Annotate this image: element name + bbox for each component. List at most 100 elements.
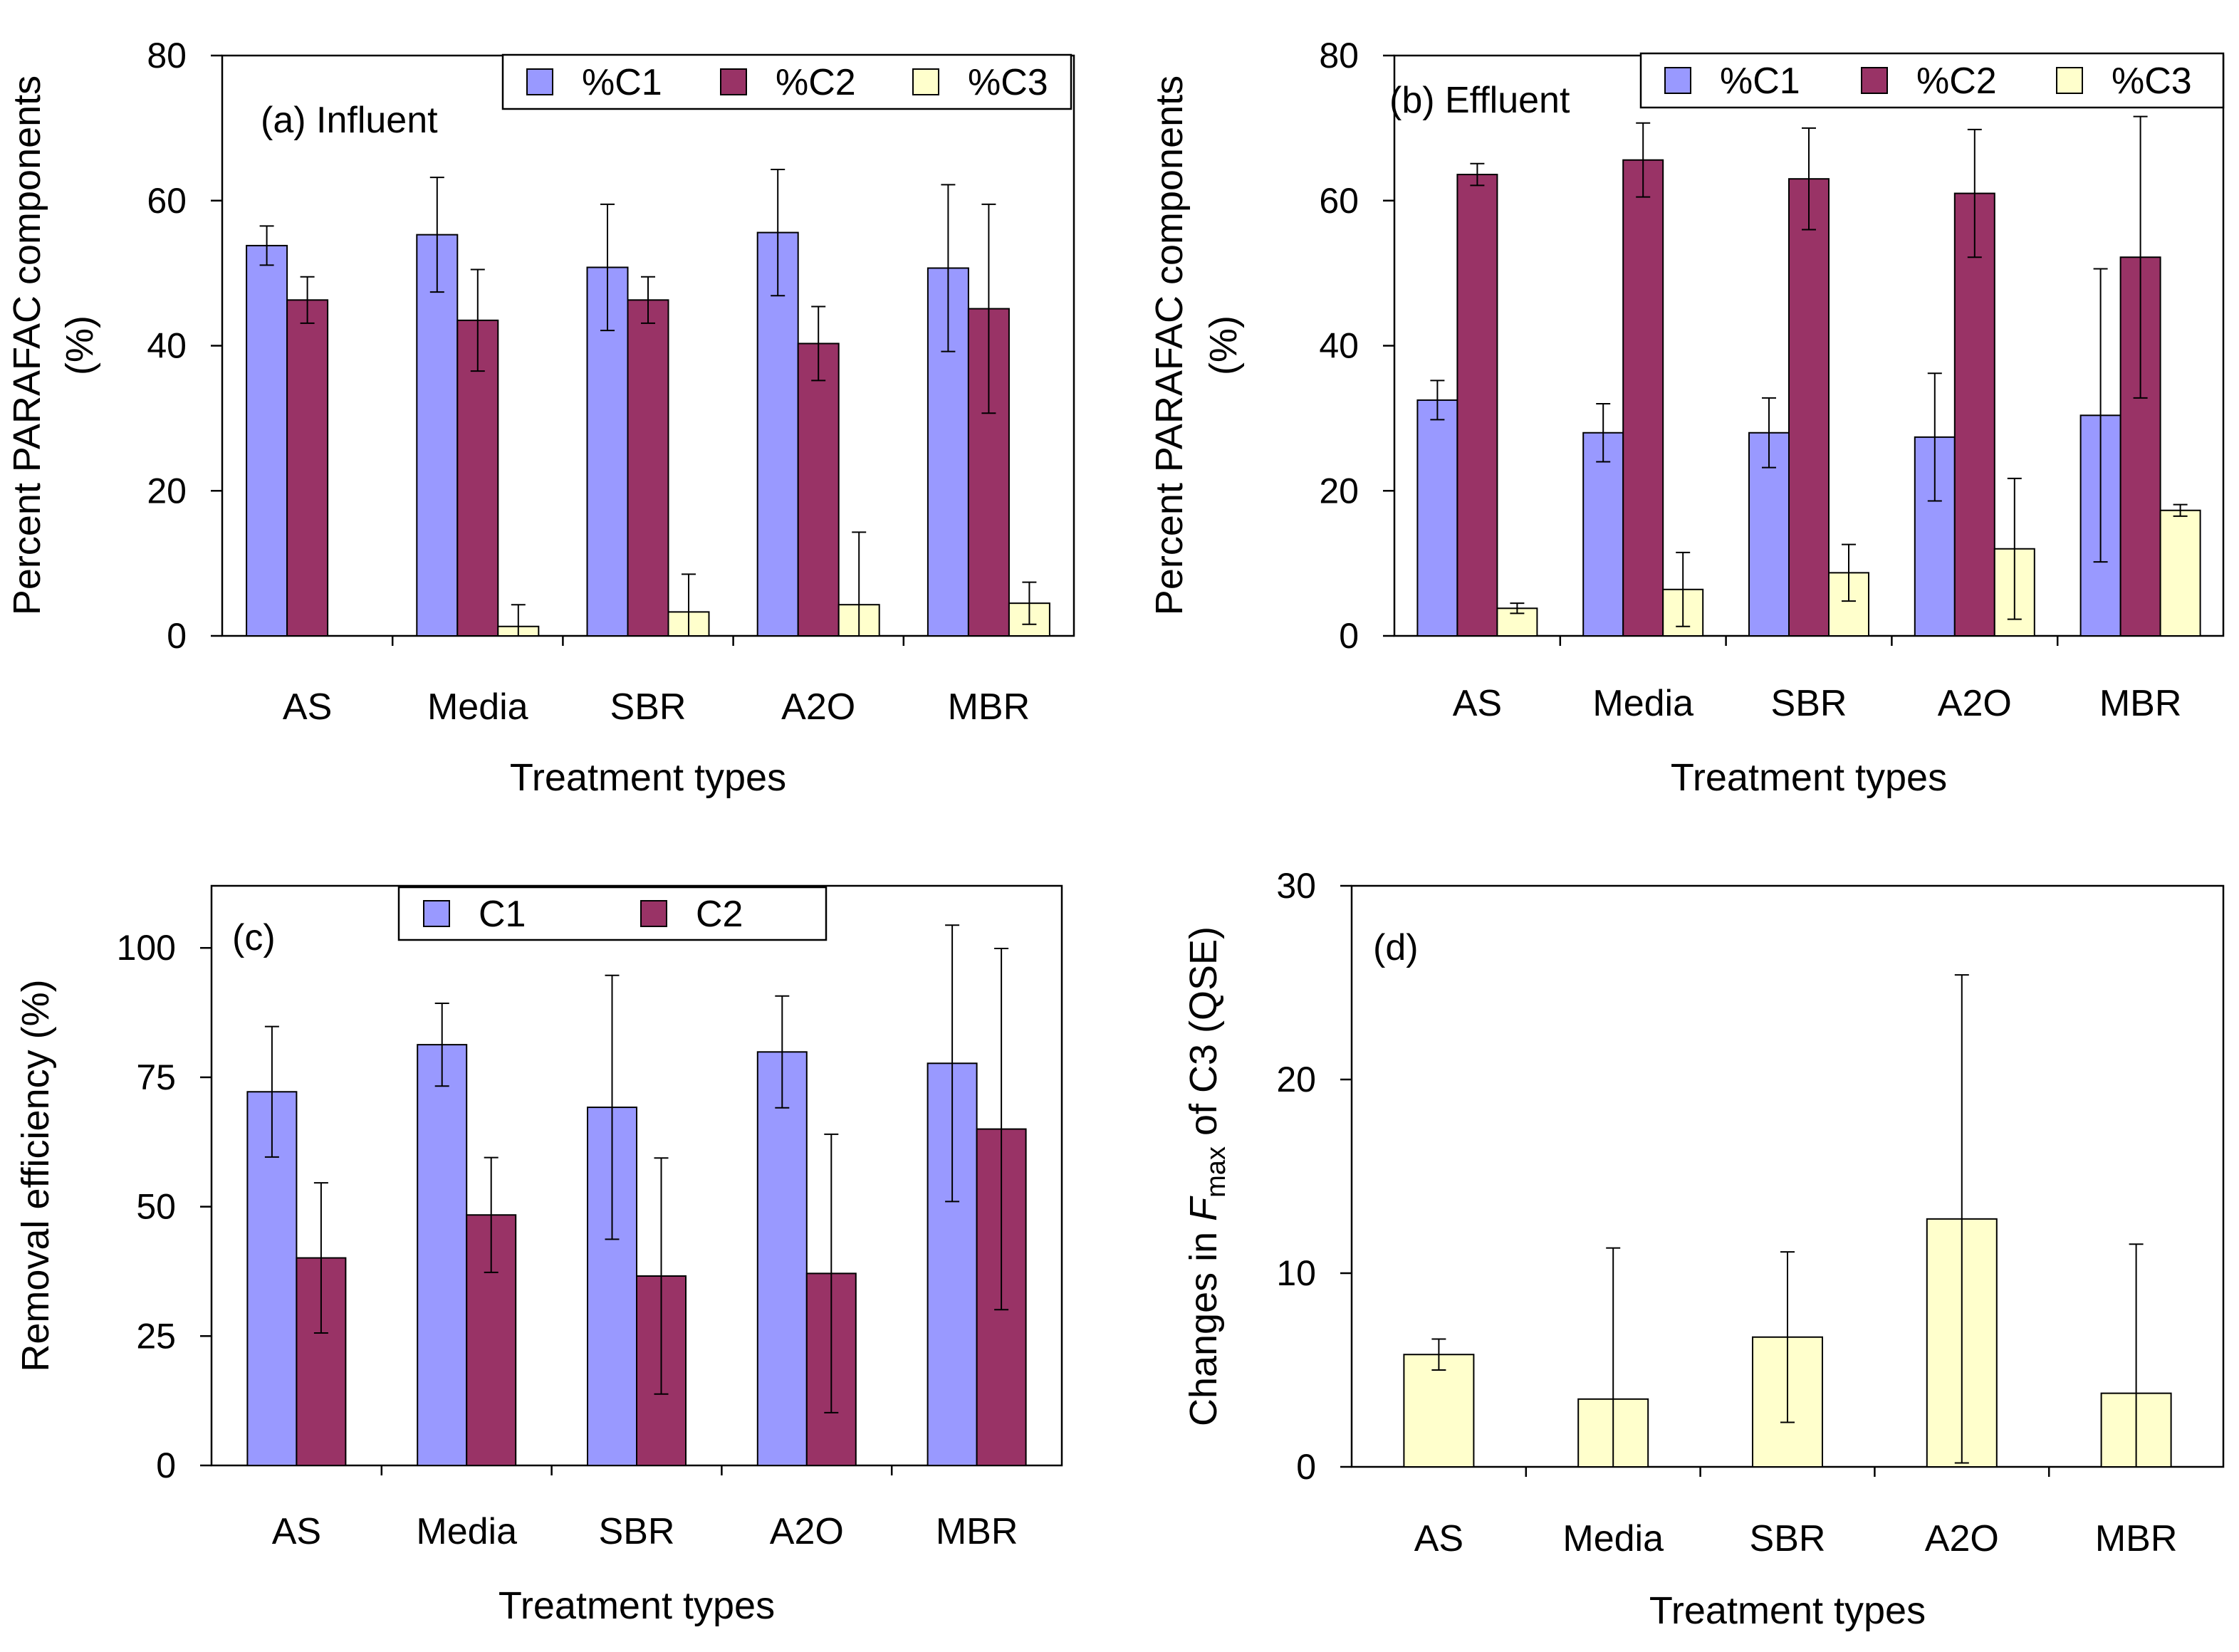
bar-pct-c3: [2159, 509, 2201, 637]
legend-label: C2: [696, 894, 743, 935]
x-axis-label: Treatment types: [1649, 1589, 1926, 1632]
x-axis-label: Treatment types: [510, 756, 786, 799]
y-axis-label: Removal efficiency (%): [14, 979, 57, 1371]
bar-pct-c2: [627, 299, 669, 637]
y-axis-label: Changes in Fmax of C3 (QSE): [1182, 926, 1231, 1426]
y-axis-label: Percent PARAFAC components: [6, 75, 48, 615]
legend-label: %C2: [1916, 61, 1997, 102]
legend: C1 C2: [397, 886, 828, 941]
bar-pct-c2: [1788, 178, 1830, 637]
x-category-label: A2O: [781, 686, 855, 728]
x-category-label: SBR: [599, 1511, 675, 1552]
chart-panel-c: 0 25 50 75 100 AS Media SBR A2O MBR (c) C1 C2 Treatme…: [14, 884, 1063, 1627]
y-tick-label: 40: [147, 326, 187, 366]
y-axis-label-prefix: Changes in: [1182, 1221, 1225, 1426]
legend-swatch: [1664, 67, 1691, 94]
bar-pct-c1: [416, 234, 459, 637]
y-axis-label: (%): [58, 315, 101, 375]
legend-label: %C3: [2112, 61, 2192, 102]
x-category-label: A2O: [1938, 683, 2012, 724]
legend-swatch: [423, 900, 450, 927]
x-category-label: AS: [1414, 1518, 1463, 1559]
bar-pct-c1: [246, 244, 288, 637]
panel-label: (a) Influent: [261, 100, 438, 141]
bar-pct-c2: [286, 299, 329, 637]
legend-label: %C1: [582, 62, 662, 103]
bar-pct-c2: [456, 319, 499, 637]
chart-panel-d: 0 10 20 30 AS Media SBR A2O MBR (d) Treatment type…: [1182, 866, 2225, 1632]
x-category-label: AS: [1453, 683, 1502, 724]
y-tick-label: 0: [156, 1446, 176, 1485]
legend-label: C1: [479, 894, 526, 935]
legend-label: %C1: [1720, 61, 1800, 102]
bar-c1: [756, 1051, 808, 1466]
y-axis-label-suffix: of C3 (QSE): [1182, 926, 1225, 1146]
y-tick-label: 10: [1276, 1253, 1316, 1293]
x-category-label: SBR: [610, 686, 687, 728]
legend-box: [397, 886, 828, 941]
y-tick-label: 20: [1319, 471, 1359, 511]
x-category-label: AS: [283, 686, 332, 728]
y-axis-label: Percent PARAFAC components: [1148, 75, 1191, 615]
y-tick-label: 75: [136, 1057, 176, 1097]
legend-swatch: [912, 68, 939, 95]
bar-c3: [1403, 1354, 1475, 1468]
bar-pct-c2: [1953, 192, 1995, 637]
y-axis-label: (%): [1202, 315, 1245, 375]
x-category-label: Media: [1562, 1518, 1664, 1559]
y-tick-label: 60: [1319, 181, 1359, 221]
bar-pct-c2: [1622, 159, 1664, 637]
y-tick-label: 80: [147, 36, 187, 75]
legend-swatch: [640, 900, 667, 927]
legend-label: %C2: [776, 62, 856, 103]
y-tick-label: 80: [1319, 36, 1359, 75]
x-category-label: MBR: [936, 1511, 1018, 1552]
x-category-label: AS: [272, 1511, 321, 1552]
x-category-label: Media: [416, 1511, 517, 1552]
x-category-label: MBR: [948, 686, 1030, 728]
x-category-label: Media: [427, 686, 528, 728]
x-category-label: MBR: [2095, 1518, 2178, 1559]
y-tick-label: 0: [1339, 616, 1359, 656]
legend-box: [1639, 52, 2225, 109]
y-axis-label-subscript: max: [1201, 1146, 1231, 1198]
x-axis-label: Treatment types: [499, 1584, 775, 1627]
bar-pct-c2: [1456, 174, 1498, 637]
panel-label: (b) Effluent: [1389, 80, 1570, 121]
x-category-label: A2O: [1925, 1518, 1999, 1559]
x-category-label: SBR: [1771, 683, 1847, 724]
y-tick-label: 100: [117, 928, 176, 968]
chart-panel-b: 0 20 40 60 80 AS Media SBR A2O MBR (b) Effluent %C1…: [1148, 36, 2225, 799]
x-category-label: SBR: [1750, 1518, 1826, 1559]
panel-label: (c): [232, 917, 276, 958]
chart-panel-a: 0 20 40 60 80 AS Media SBR A2O MBR (a) Influent %C1…: [6, 36, 1075, 799]
x-axis-label: Treatment types: [1671, 756, 1947, 799]
x-category-label: Media: [1592, 683, 1693, 724]
legend-label: %C3: [968, 62, 1048, 103]
legend-swatch: [526, 68, 553, 95]
bar-c2: [296, 1257, 347, 1467]
panel-label: (d): [1373, 927, 1419, 968]
x-category-label: A2O: [770, 1511, 844, 1552]
legend-swatch: [1861, 67, 1888, 94]
bar-pct-c1: [1582, 432, 1624, 637]
y-axis-label-italic: F: [1182, 1196, 1225, 1221]
bar-c1: [417, 1044, 468, 1466]
legend-box: [501, 53, 1072, 110]
bar-pct-c1: [1416, 399, 1458, 637]
legend-swatch: [2056, 67, 2083, 94]
y-tick-label: 0: [167, 616, 187, 656]
y-tick-label: 30: [1276, 866, 1316, 906]
y-tick-label: 20: [147, 471, 187, 511]
legend-swatch: [720, 68, 747, 95]
y-tick-label: 40: [1319, 326, 1359, 366]
y-tick-label: 25: [136, 1316, 176, 1356]
y-tick-label: 0: [1296, 1447, 1316, 1487]
y-tick-label: 20: [1276, 1060, 1316, 1099]
legend: %C1 %C2 %C3: [501, 53, 1072, 110]
x-category-label: MBR: [2099, 683, 2182, 724]
y-tick-label: 60: [147, 181, 187, 221]
y-tick-label: 50: [136, 1187, 176, 1227]
